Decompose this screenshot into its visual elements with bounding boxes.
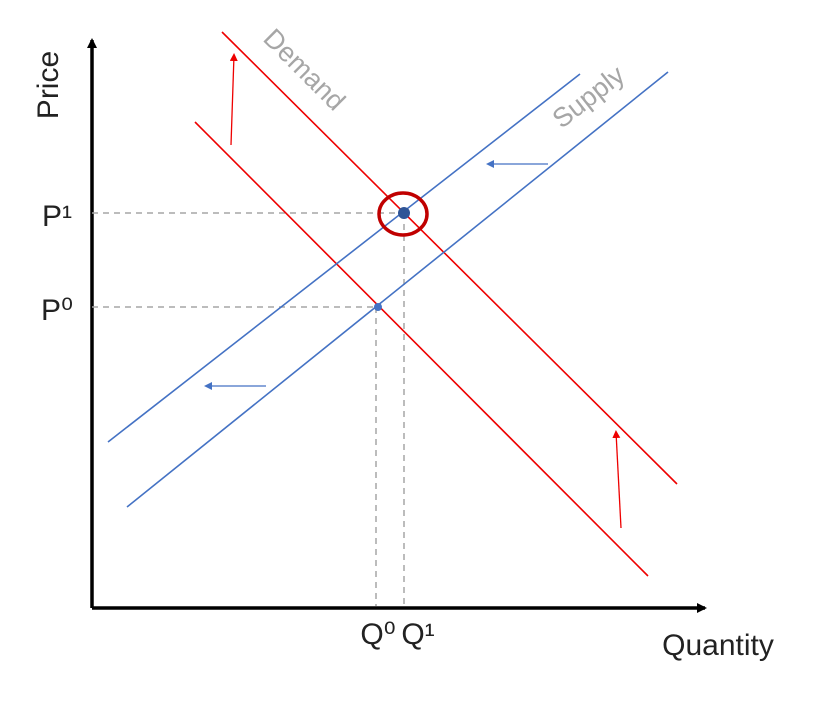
demand-curve bbox=[194, 121, 649, 577]
demand-label: Demand bbox=[258, 23, 351, 116]
highlight-circle bbox=[377, 191, 429, 237]
supply-curve bbox=[107, 73, 581, 443]
demand-curve bbox=[221, 31, 678, 485]
equilibrium-point bbox=[398, 207, 410, 219]
price-label: P⁰ bbox=[41, 294, 73, 327]
quantity-label: Q⁰ bbox=[360, 618, 395, 651]
shift-arrow bbox=[612, 430, 622, 529]
y-axis-label: Price bbox=[32, 51, 65, 119]
price-label: P¹ bbox=[42, 200, 72, 233]
equilibrium-point bbox=[374, 303, 382, 311]
shift-arrow bbox=[229, 53, 238, 146]
supply-curve bbox=[126, 71, 669, 508]
x-axis-label: Quantity bbox=[662, 629, 774, 662]
quantity-label: Q¹ bbox=[401, 618, 434, 651]
supply-label: Supply bbox=[547, 59, 631, 134]
guides bbox=[92, 212, 405, 606]
